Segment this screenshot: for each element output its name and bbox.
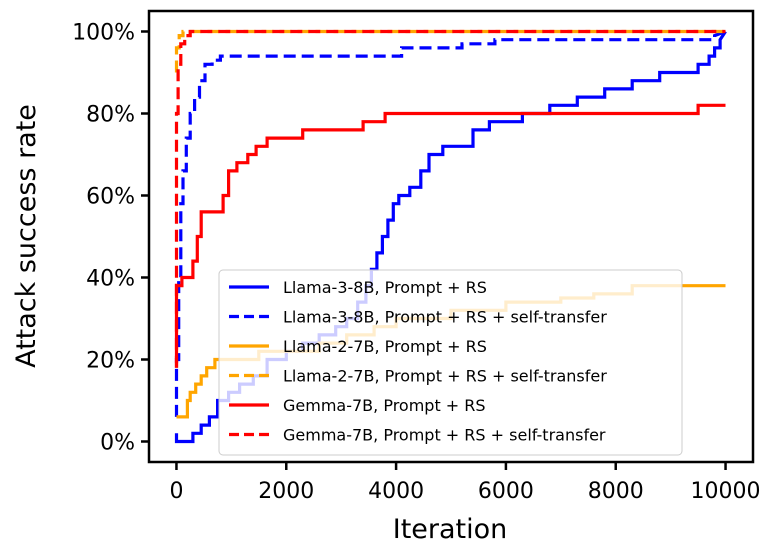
legend: Llama-3-8B, Prompt + RS Llama-3-8B, Promp… bbox=[218, 269, 683, 456]
y-tick-label: 20% bbox=[86, 349, 135, 374]
y-axis-title: Attack success rate bbox=[11, 104, 42, 368]
legend-label-3: Llama-2-7B, Prompt + RS bbox=[283, 337, 487, 356]
x-tick-label: 6000 bbox=[478, 479, 534, 504]
legend-label-4: Llama-2-7B, Prompt + RS + self-transfer bbox=[283, 367, 607, 386]
plot-frame bbox=[147, 9, 755, 464]
x-axis: 0 2000 4000 6000 8000 10000 bbox=[169, 462, 761, 504]
y-tick-label: 60% bbox=[86, 185, 135, 210]
legend-box bbox=[218, 269, 683, 456]
legend-label-6: Gemma-7B, Prompt + RS + self-transfer bbox=[283, 426, 606, 445]
legend-label-5: Gemma-7B, Prompt + RS bbox=[283, 396, 486, 415]
legend-label-2: Llama-3-8B, Prompt + RS + self-transfer bbox=[283, 308, 607, 327]
series-line-4 bbox=[174, 29, 726, 73]
x-tick-label: 0 bbox=[169, 479, 183, 504]
x-axis-title: Iteration bbox=[393, 514, 508, 545]
y-tick-label: 0% bbox=[100, 431, 135, 456]
x-tick-label: 4000 bbox=[368, 479, 424, 504]
x-tick-label: 8000 bbox=[588, 479, 644, 504]
legend-label-1: Llama-3-8B, Prompt + RS bbox=[283, 278, 487, 297]
y-tick-label: 80% bbox=[86, 103, 135, 128]
series-line-2 bbox=[174, 30, 727, 417]
x-tick-label: 10000 bbox=[691, 479, 761, 504]
y-tick-label: 100% bbox=[72, 21, 135, 46]
y-tick-label: 40% bbox=[86, 267, 135, 292]
series-line-6 bbox=[174, 29, 726, 368]
x-tick-label: 2000 bbox=[258, 479, 314, 504]
y-axis: 0% 20% 40% 60% 80% 100% bbox=[72, 21, 149, 456]
series-line-5 bbox=[174, 103, 726, 368]
